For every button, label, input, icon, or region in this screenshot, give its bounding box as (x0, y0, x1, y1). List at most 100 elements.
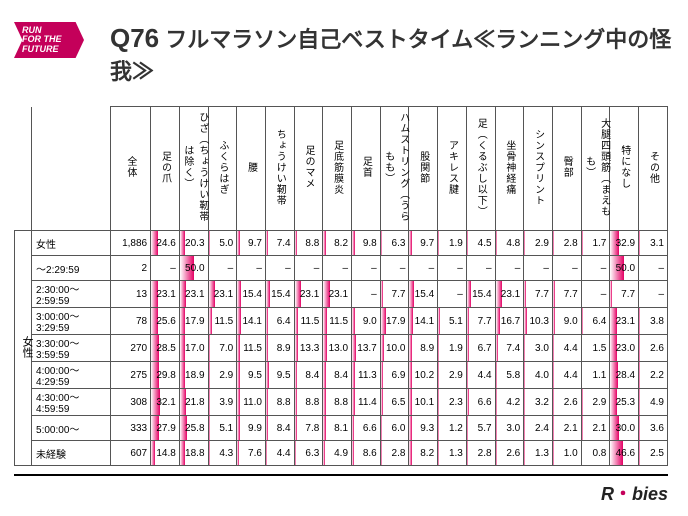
cell: 13.7 (352, 335, 381, 362)
cell: – (265, 256, 294, 281)
cell: – (524, 256, 553, 281)
cell: 7.7 (524, 281, 553, 308)
cell: 6.9 (380, 362, 409, 389)
cell: – (151, 256, 180, 281)
cell: 30.0 (610, 416, 639, 441)
cell: – (352, 281, 381, 308)
column-header: ひざ︵ちょうけい靭帯は除く︶ (179, 107, 208, 231)
cell: 1.3 (438, 441, 467, 466)
cell: 23.1 (323, 281, 352, 308)
row-total: 333 (110, 416, 150, 441)
cell: 17.9 (179, 308, 208, 335)
cell: 2.6 (639, 335, 668, 362)
column-header: ふくらはぎ (208, 107, 237, 231)
cell: 14.8 (151, 441, 180, 466)
cell: 29.8 (151, 362, 180, 389)
cell: 5.1 (438, 308, 467, 335)
cell: 32.1 (151, 389, 180, 416)
cell: 7.0 (208, 335, 237, 362)
row-label: ～2:29:59 (32, 256, 111, 281)
row-total: 78 (110, 308, 150, 335)
cell: – (581, 281, 610, 308)
cell: 9.5 (265, 362, 294, 389)
column-header: シンスプリント (524, 107, 553, 231)
cell: 1.2 (438, 416, 467, 441)
table-row: 未経験60714.818.84.37.64.46.34.98.62.88.21.… (15, 441, 668, 466)
column-header: ちょうけい靭帯 (265, 107, 294, 231)
cell: 23.0 (610, 335, 639, 362)
cell: 11.5 (237, 335, 266, 362)
row-label: 4:30:00～4:59:59 (32, 389, 111, 416)
cell: 4.4 (552, 362, 581, 389)
cell: 2.9 (524, 231, 553, 256)
cell: 8.2 (409, 441, 438, 466)
data-table-wrap: 全体足の爪ひざ︵ちょうけい靭帯は除く︶ふくらはぎ腰ちょうけい靭帯足のマメ足底筋膜… (14, 106, 668, 466)
row-label: 5:00:00～ (32, 416, 111, 441)
row-label: 2:30:00～2:59:59 (32, 281, 111, 308)
row-label: 4:00:00～4:29:59 (32, 362, 111, 389)
badge-line: FUTURE (22, 45, 59, 54)
cell: – (208, 256, 237, 281)
cell: – (466, 256, 495, 281)
cell: 15.4 (237, 281, 266, 308)
cell: 15.4 (409, 281, 438, 308)
cell: 10.2 (409, 362, 438, 389)
column-header: 足︵くるぶし以下︶ (466, 107, 495, 231)
cell: 9.7 (237, 231, 266, 256)
cell: 4.3 (208, 441, 237, 466)
column-header: 足の爪 (151, 107, 180, 231)
cell: – (294, 256, 323, 281)
brand-badge: RUN FOR THE FUTURE (14, 22, 84, 58)
title-text: フルマラソン自己ベストタイム≪ランニング中の怪我≫ (110, 27, 671, 84)
cell: 7.7 (380, 281, 409, 308)
data-table: 全体足の爪ひざ︵ちょうけい靭帯は除く︶ふくらはぎ腰ちょうけい靭帯足のマメ足底筋膜… (14, 106, 668, 466)
row-total: 2 (110, 256, 150, 281)
row-total: 275 (110, 362, 150, 389)
cell: 23.1 (208, 281, 237, 308)
cell: – (552, 256, 581, 281)
row-label: 女性 (32, 231, 111, 256)
cell: 6.6 (466, 389, 495, 416)
cell: 11.0 (237, 389, 266, 416)
cell: 2.8 (466, 441, 495, 466)
cell: – (639, 256, 668, 281)
column-header: アキレス腱 (438, 107, 467, 231)
cell: 9.0 (552, 308, 581, 335)
cell: 10.0 (380, 335, 409, 362)
cell: 3.9 (208, 389, 237, 416)
cell: 23.1 (179, 281, 208, 308)
cell: 8.9 (265, 335, 294, 362)
corner (15, 107, 32, 231)
cell: 3.2 (524, 389, 553, 416)
cell: 1.9 (438, 231, 467, 256)
cell: 17.0 (179, 335, 208, 362)
cell: 50.0 (179, 256, 208, 281)
cell: 28.5 (151, 335, 180, 362)
cell: 16.7 (495, 308, 524, 335)
cell: 2.1 (581, 416, 610, 441)
row-label: 未経験 (32, 441, 111, 466)
cell: 11.5 (323, 308, 352, 335)
cell: 2.9 (581, 389, 610, 416)
cell: 4.4 (265, 441, 294, 466)
cell: – (323, 256, 352, 281)
row-total: 270 (110, 335, 150, 362)
cell: – (380, 256, 409, 281)
cell: – (438, 281, 467, 308)
cell: 2.9 (208, 362, 237, 389)
cell: 21.8 (179, 389, 208, 416)
cell: 7.4 (495, 335, 524, 362)
cell: 8.4 (294, 362, 323, 389)
cell: 8.4 (265, 416, 294, 441)
cell: 8.4 (323, 362, 352, 389)
cell: 6.4 (265, 308, 294, 335)
cell: 13.0 (323, 335, 352, 362)
cell: 10.1 (409, 389, 438, 416)
column-header: その他 (639, 107, 668, 231)
cell: 9.5 (237, 362, 266, 389)
cell: 8.8 (294, 389, 323, 416)
cell: 9.8 (352, 231, 381, 256)
cell: 0.8 (581, 441, 610, 466)
cell: 3.0 (495, 416, 524, 441)
cell: 1.7 (581, 231, 610, 256)
